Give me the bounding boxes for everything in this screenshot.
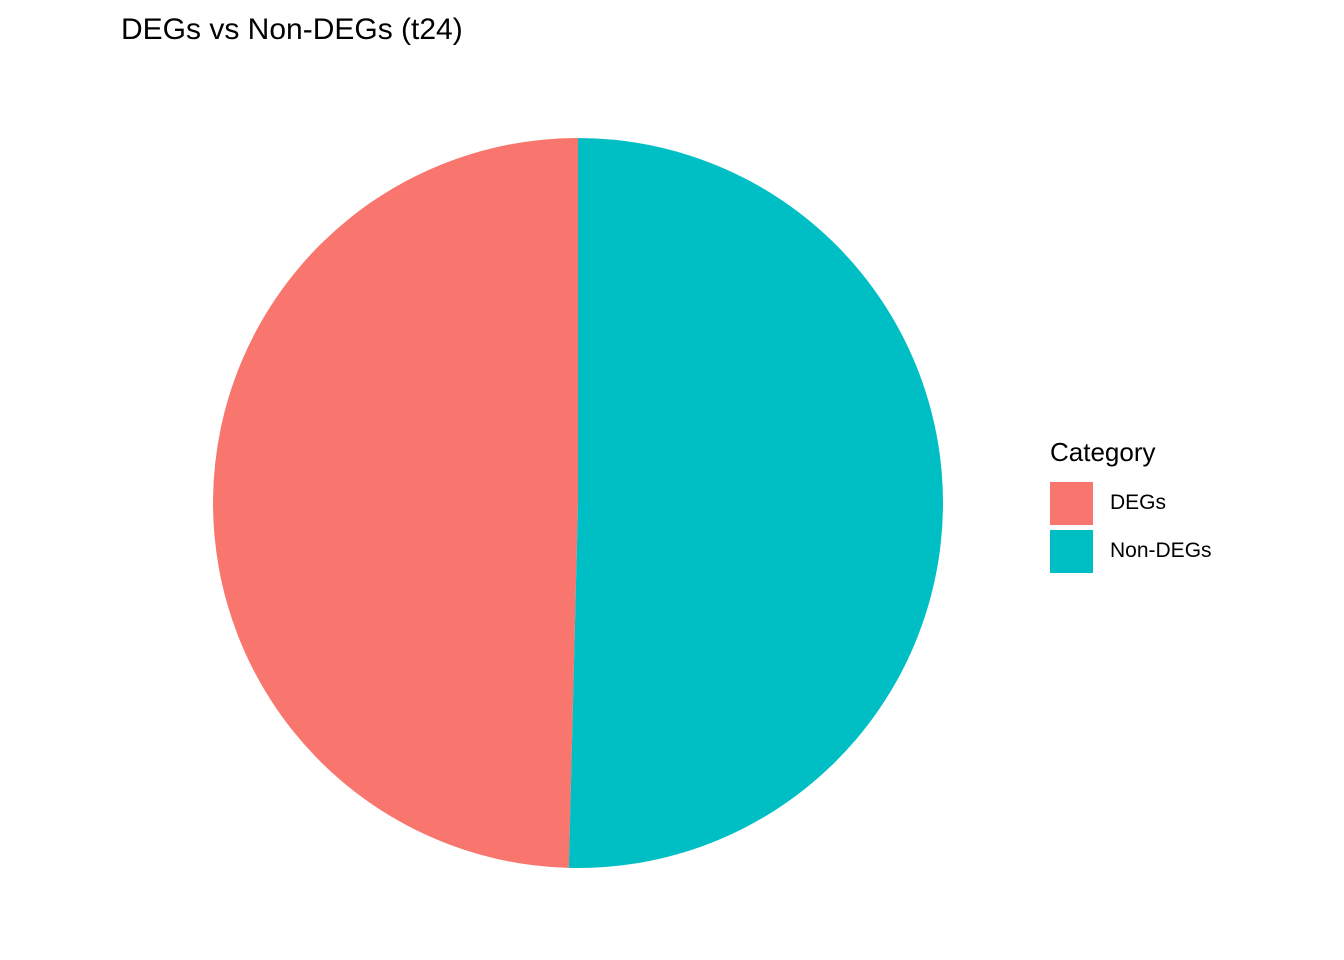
- legend-item-degs: DEGs: [1050, 480, 1212, 526]
- legend-label-degs: DEGs: [1110, 491, 1167, 514]
- pie-slice-degs: [213, 138, 578, 868]
- legend-item-non-degs: Non-DEGs: [1050, 528, 1212, 574]
- pie-slice-non-degs: [568, 138, 944, 869]
- legend-title: Category: [1050, 437, 1156, 467]
- legend-label-non-degs: Non-DEGs: [1110, 539, 1212, 562]
- chart-title: DEGs vs Non-DEGs (t24): [121, 13, 463, 46]
- legend: Category DEGs Non-DEGs: [1050, 436, 1212, 576]
- legend-key-non-degs: [1050, 529, 1093, 573]
- legend-items: DEGs Non-DEGs: [1050, 480, 1212, 574]
- legend-key-degs: [1050, 481, 1093, 525]
- pie-slices: [213, 138, 944, 869]
